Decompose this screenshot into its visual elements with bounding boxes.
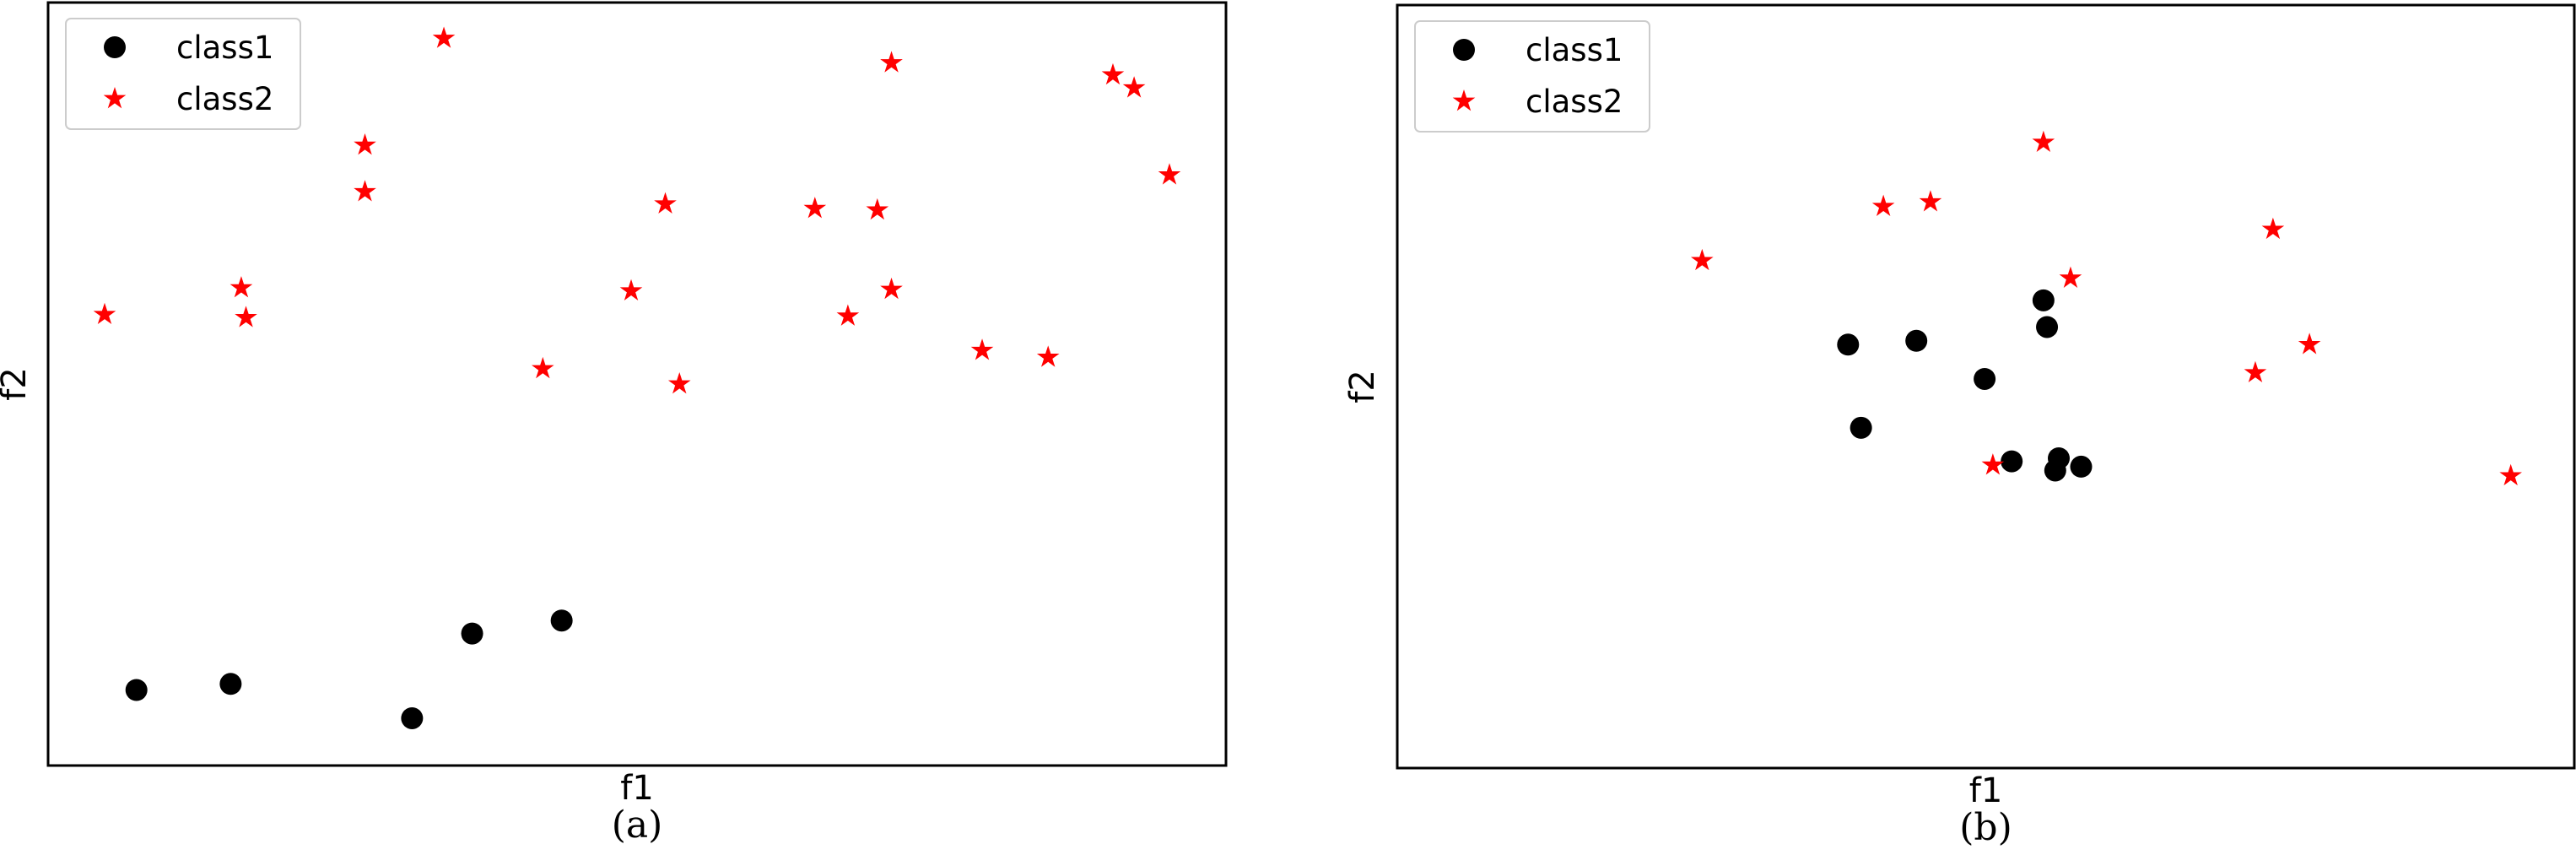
legend-marker-class2 <box>103 87 127 109</box>
class2-point-9 <box>654 192 677 214</box>
panel-caption: (a) <box>612 804 663 847</box>
class1-point-5 <box>550 609 573 632</box>
class2-point-5 <box>354 180 376 202</box>
class2-point-20 <box>1158 163 1181 185</box>
plot-area-frame <box>1396 3 2576 770</box>
class2-point-19 <box>1122 76 1146 98</box>
class2-point-4 <box>1981 453 2005 475</box>
class2-point-2 <box>230 276 253 298</box>
class2-point-9 <box>2298 333 2321 354</box>
x-axis-label: f1 <box>620 769 654 808</box>
series-class1 <box>125 609 573 729</box>
class2-point-13 <box>866 198 889 220</box>
class2-point-8 <box>2261 217 2285 240</box>
class1-point-7 <box>2036 316 2059 338</box>
class2-point-17 <box>1036 345 1060 367</box>
class2-point-7 <box>532 356 554 379</box>
class2-point-3 <box>235 306 257 327</box>
class1-point-9 <box>2047 446 2070 469</box>
class2-point-10 <box>667 372 691 394</box>
class2-point-3 <box>1919 190 1942 212</box>
legend: class1 class2 <box>1414 20 1650 133</box>
class2-point-1 <box>93 302 116 325</box>
class2-point-6 <box>2059 266 2082 288</box>
class1-point-3 <box>1905 329 1928 352</box>
class2-point-8 <box>619 279 643 301</box>
class2-point-7 <box>2244 360 2267 383</box>
y-axis-label: f2 <box>1343 370 1382 403</box>
legend-label-class1: class1 <box>1526 32 1623 68</box>
class2-point-6 <box>432 26 456 48</box>
class2-point-2 <box>1871 194 1895 216</box>
class1-point-4 <box>1974 367 1996 390</box>
class1-point-1 <box>1837 333 1860 356</box>
class1-point-3 <box>401 706 424 729</box>
class2-point-14 <box>880 277 903 300</box>
legend-marker-class1 <box>1453 39 1475 61</box>
x-axis-label: f1 <box>1969 771 2003 810</box>
legend: class1 class2 <box>65 18 301 130</box>
class1-point-6 <box>2032 289 2055 311</box>
class2-point-10 <box>2499 463 2522 486</box>
class2-point-4 <box>354 133 376 155</box>
class1-point-1 <box>125 679 148 701</box>
class1-point-2 <box>219 673 242 695</box>
class1-point-2 <box>1850 416 1872 439</box>
class1-point-10 <box>2070 455 2093 478</box>
class2-point-5 <box>2032 130 2055 153</box>
plot-area-frame <box>46 1 1228 767</box>
series-class2 <box>93 26 1181 394</box>
series-class1 <box>1837 289 2093 482</box>
class1-point-4 <box>461 622 483 645</box>
panel-caption: (b) <box>1959 806 2012 849</box>
class1-point-5 <box>2001 450 2023 473</box>
legend-marker-class2 <box>1452 89 1476 111</box>
class2-point-15 <box>880 51 903 73</box>
series-class2 <box>1690 130 2522 486</box>
legend-marker-class1 <box>104 36 126 58</box>
class2-point-12 <box>836 304 860 326</box>
class2-point-1 <box>1690 248 1714 271</box>
y-axis-label: f2 <box>0 367 34 401</box>
class2-point-16 <box>970 338 994 360</box>
class2-point-18 <box>1101 62 1125 85</box>
panel-a: class1 class2 f1 f2 (a) <box>0 1 1228 847</box>
legend-label-class2: class2 <box>1526 84 1623 120</box>
legend-label-class1: class1 <box>176 30 273 66</box>
panel-b: class1 class2 f1 f2 (b) <box>1343 3 2576 849</box>
class2-point-11 <box>803 197 827 219</box>
legend-label-class2: class2 <box>176 81 273 117</box>
